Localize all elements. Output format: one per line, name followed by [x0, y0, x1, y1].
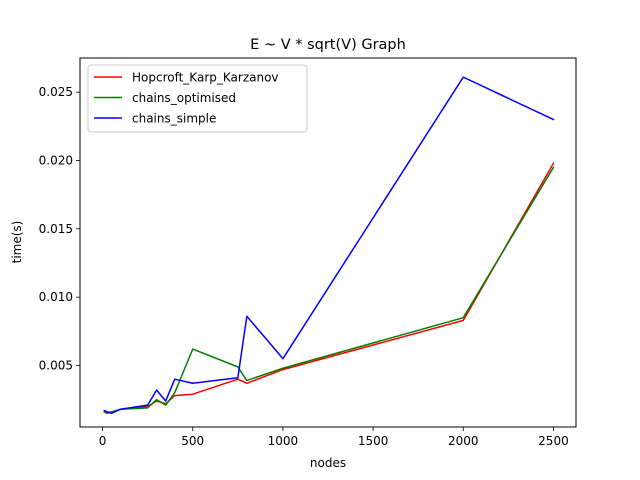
legend-items: Hopcroft_Karp_Karzanov chains_optimisedch…	[94, 71, 279, 126]
series-layer	[103, 76, 555, 415]
chart-title: E ~ V * sqrt(V) Graph	[250, 37, 406, 53]
legend-label-2: chains_optimised	[132, 91, 236, 105]
y-tick-label: 0.025	[39, 85, 73, 99]
series-line-3	[103, 76, 555, 415]
legend-label-3: chains_simple	[132, 112, 216, 126]
x-tick-label: 500	[181, 434, 204, 448]
x-tick-label: 1500	[358, 434, 389, 448]
legend: Hopcroft_Karp_Karzanov chains_optimisedch…	[87, 64, 308, 133]
y-tick-label: 0.020	[39, 154, 73, 168]
plot-area-frame	[79, 57, 577, 428]
x-tick-label: 1000	[268, 434, 299, 448]
series-line-2	[103, 166, 555, 413]
y-axis-ticks: 0.005 0.010 0.015 0.020 0.025	[39, 85, 80, 373]
y-axis-label: time(s)	[10, 221, 24, 264]
x-axis-ticks: 0 500 1000 1500 2000 2500	[99, 427, 569, 448]
x-axis-label: nodes	[310, 456, 346, 470]
x-tick-label: 2500	[538, 434, 569, 448]
y-tick-label: 0.015	[39, 222, 73, 236]
legend-label-1: Hopcroft_Karp_Karzanov	[132, 71, 279, 85]
y-tick-label: 0.005	[39, 359, 73, 373]
legend-box	[87, 64, 308, 133]
y-tick-label: 0.010	[39, 290, 73, 304]
x-tick-label: 0	[99, 434, 107, 448]
x-tick-label: 2000	[448, 434, 479, 448]
